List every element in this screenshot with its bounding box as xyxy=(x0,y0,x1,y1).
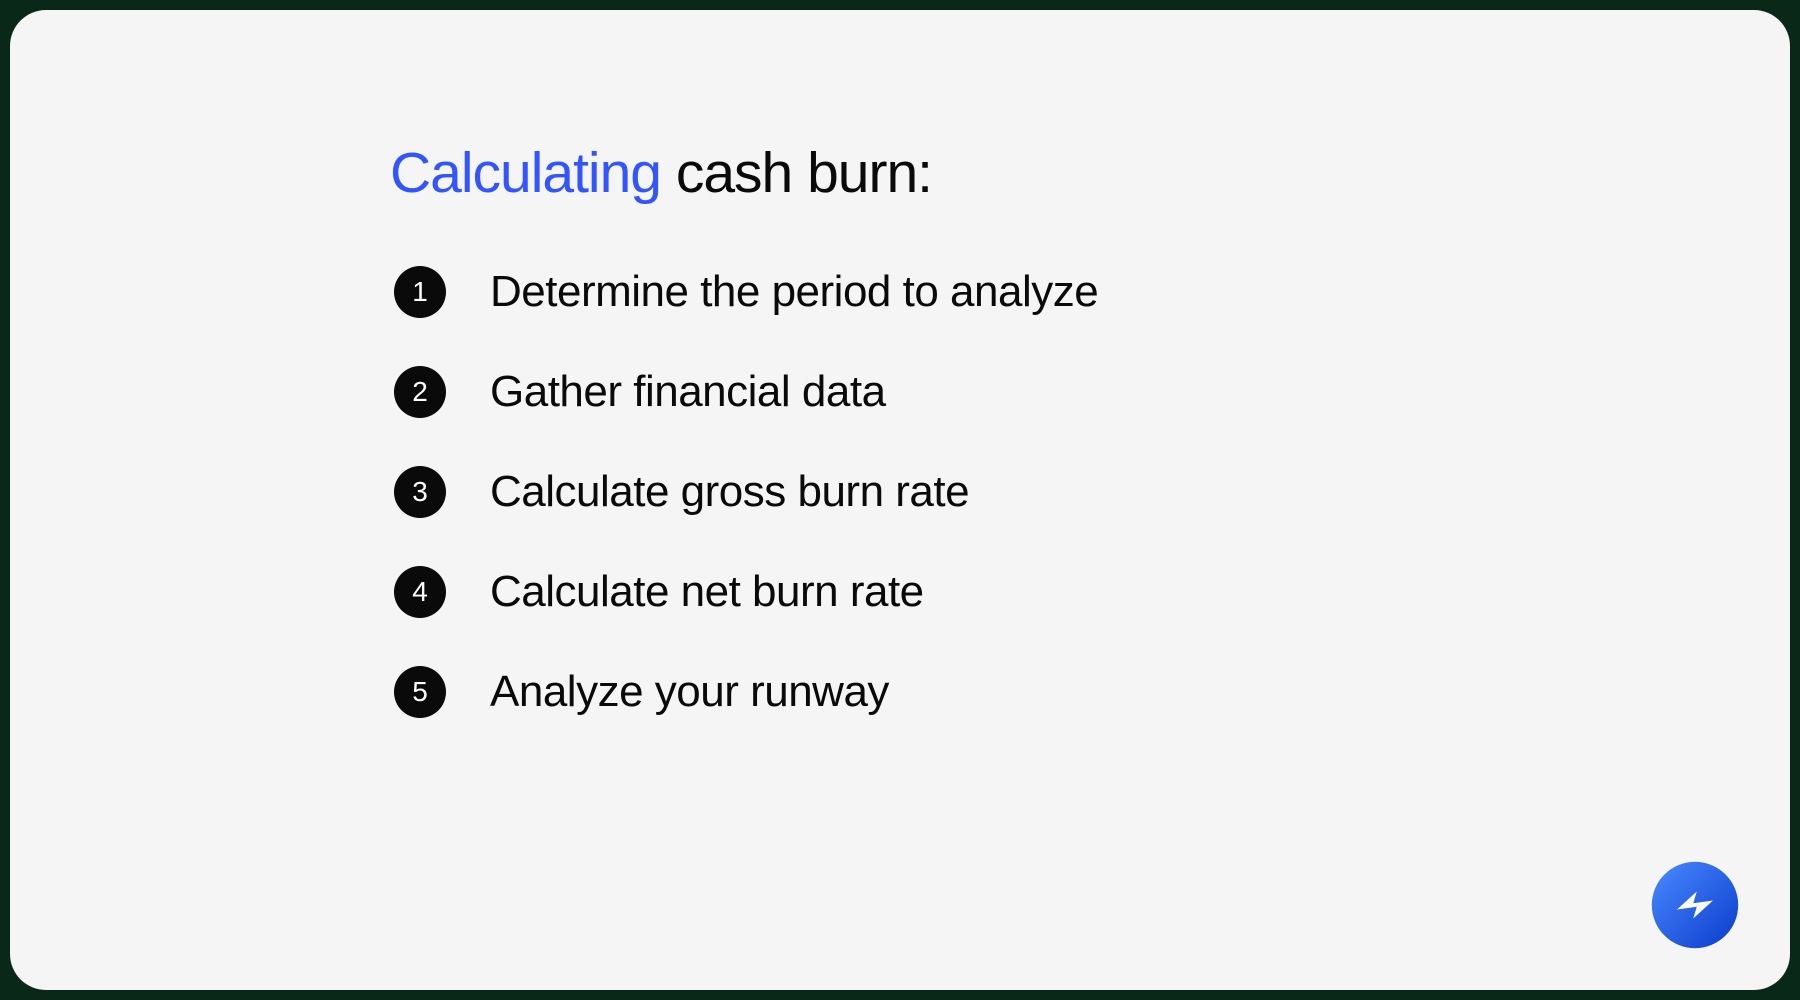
brand-logo-icon xyxy=(1650,860,1740,950)
step-number-badge: 2 xyxy=(394,366,446,418)
page-title: Calculating cash burn: xyxy=(390,140,1690,206)
content-container: Calculating cash burn: 1 Determine the p… xyxy=(390,140,1690,718)
step-text: Calculate net burn rate xyxy=(490,567,924,617)
step-text: Calculate gross burn rate xyxy=(490,467,969,517)
step-text: Determine the period to analyze xyxy=(490,267,1098,317)
step-item: 3 Calculate gross burn rate xyxy=(394,466,1690,518)
step-number-badge: 5 xyxy=(394,666,446,718)
step-number-badge: 3 xyxy=(394,466,446,518)
step-item: 4 Calculate net burn rate xyxy=(394,566,1690,618)
step-text: Gather financial data xyxy=(490,367,886,417)
step-item: 5 Analyze your runway xyxy=(394,666,1690,718)
steps-list: 1 Determine the period to analyze 2 Gath… xyxy=(394,266,1690,718)
title-rest: cash burn: xyxy=(661,141,932,205)
title-highlight: Calculating xyxy=(390,141,661,205)
step-number-badge: 4 xyxy=(394,566,446,618)
infographic-card: Calculating cash burn: 1 Determine the p… xyxy=(10,10,1790,990)
step-text: Analyze your runway xyxy=(490,667,889,717)
step-item: 1 Determine the period to analyze xyxy=(394,266,1690,318)
step-item: 2 Gather financial data xyxy=(394,366,1690,418)
step-number-badge: 1 xyxy=(394,266,446,318)
